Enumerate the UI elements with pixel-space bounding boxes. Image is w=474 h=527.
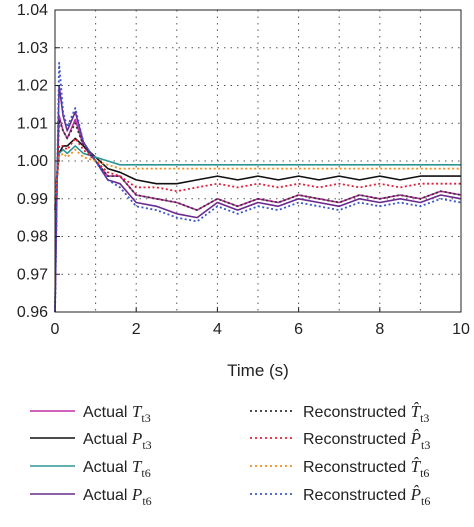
legend-label-actual-p-t3: Actual Pt3 — [83, 429, 152, 452]
series-layer — [54, 62, 462, 313]
y-tick-label: 0.97 — [17, 266, 48, 283]
x-tick-label: 6 — [294, 321, 303, 338]
y-tick-label: 0.99 — [17, 191, 48, 208]
legend-label-reconstructed-t-t3: Reconstructed T̂t3 — [303, 402, 429, 425]
y-tick-label: 0.96 — [17, 304, 48, 321]
series-line-reconstructed-t-t6 — [54, 148, 461, 199]
legend-label-reconstructed-t-t6: Reconstructed T̂t6 — [303, 457, 429, 480]
series-line-reconstructed-p-t3 — [54, 137, 461, 207]
series-line-reconstructed-t-t3 — [54, 118, 462, 313]
grid — [55, 10, 461, 312]
x-tick-label: 4 — [213, 321, 222, 338]
x-tick-label: 0 — [51, 321, 60, 338]
y-tick-label: 1.02 — [17, 78, 48, 95]
axis-ticks: 0 2 4 6 8 10 0.96 0.97 0.98 0.99 1.00 1.01 1.02 1.03 1… — [17, 2, 470, 338]
x-tick-label: 10 — [452, 321, 470, 338]
legend-label-reconstructed-p-t3: Reconstructed P̂t3 — [303, 429, 430, 452]
y-tick-label: 1.01 — [17, 115, 48, 132]
series-line-actual-t-t3 — [54, 114, 462, 313]
series-line-actual-t-t6 — [54, 145, 461, 199]
legend-label-actual-t-t6: Actual Tt6 — [83, 457, 151, 480]
y-tick-label: 1.00 — [17, 153, 48, 170]
series-line-actual-p-t6 — [54, 84, 462, 313]
legend-label-reconstructed-p-t6: Reconstructed P̂t6 — [303, 485, 430, 508]
y-tick-label: 1.04 — [17, 2, 48, 19]
legend-label-actual-t-t3: Actual Tt3 — [83, 402, 151, 425]
x-axis-title: Time (s) — [227, 361, 289, 380]
y-tick-label: 1.03 — [17, 40, 48, 57]
x-tick-label: 2 — [132, 321, 141, 338]
y-tick-label: 0.98 — [17, 229, 48, 246]
legend: Actual Tt3 Actual Pt3 Actual Tt6 Actual Pt6… — [30, 402, 430, 508]
legend-label-actual-p-t6: Actual Pt6 — [83, 485, 152, 508]
x-tick-label: 8 — [375, 321, 384, 338]
series-line-actual-p-t3 — [54, 137, 461, 211]
series-line-reconstructed-p-t6 — [54, 62, 462, 313]
